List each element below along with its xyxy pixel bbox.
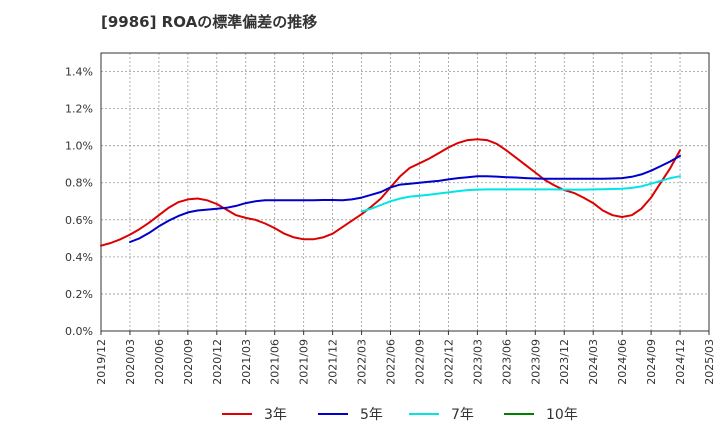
y-tick-label: 1.4% <box>65 66 93 79</box>
legend-label: 10年 <box>546 407 578 423</box>
legend-label: 3年 <box>264 407 287 423</box>
x-tick-label: 2021/12 <box>327 339 340 385</box>
y-tick-label: 0.2% <box>65 288 93 301</box>
y-tick-label: 0.6% <box>65 214 93 227</box>
grid <box>101 53 709 331</box>
x-tick-label: 2023/09 <box>529 339 542 385</box>
x-tick-label: 2021/09 <box>298 339 311 385</box>
x-tick-label: 2023/12 <box>558 339 571 385</box>
x-tick-label: 2020/09 <box>182 339 195 385</box>
y-tick-label: 1.0% <box>65 140 93 153</box>
x-tick-label: 2020/03 <box>124 339 137 385</box>
series-line-5年 <box>129 154 681 243</box>
legend-label: 7年 <box>451 407 474 423</box>
x-tick-label: 2023/06 <box>500 339 513 385</box>
x-tick-label: 2022/12 <box>442 339 455 385</box>
plot-border <box>100 52 710 332</box>
y-tick-label: 1.2% <box>65 103 93 116</box>
x-tick-label: 2024/06 <box>616 339 629 385</box>
x-tick-label: 2023/03 <box>471 339 484 385</box>
x-tick-label: 2024/12 <box>674 339 687 385</box>
series-line-7年 <box>360 175 681 213</box>
x-tick-label: 2025/03 <box>703 339 716 385</box>
x-tick-label: 2022/06 <box>385 339 398 385</box>
x-tick-label: 2020/06 <box>153 339 166 385</box>
legend: 3年 5年 7年 10年 <box>222 407 578 423</box>
x-tick-label: 2021/06 <box>269 339 282 385</box>
x-tick-label: 2022/09 <box>413 339 426 385</box>
legend-label: 5年 <box>360 407 383 423</box>
y-tick-label: 0.8% <box>65 177 93 190</box>
axes: 0.0% 0.2% 0.4% 0.6% 0.8% 1.0% 1.2% 1.4% 2019/12 2… <box>65 52 716 385</box>
y-tick-label: 0.4% <box>65 251 93 264</box>
x-tick-label: 2022/03 <box>356 339 369 385</box>
plot-area <box>101 53 709 331</box>
x-tick-label: 2019/12 <box>95 339 108 385</box>
x-tick-label: 2021/03 <box>240 339 253 385</box>
y-tick-label: 0.0% <box>65 325 93 338</box>
x-tick-label: 2020/12 <box>211 339 224 385</box>
chart-title: [9986] ROAの標準偏差の推移 <box>101 13 318 31</box>
series-lines <box>100 138 681 247</box>
x-tick-label: 2024/03 <box>587 339 600 385</box>
x-tick-label: 2024/09 <box>645 339 658 385</box>
